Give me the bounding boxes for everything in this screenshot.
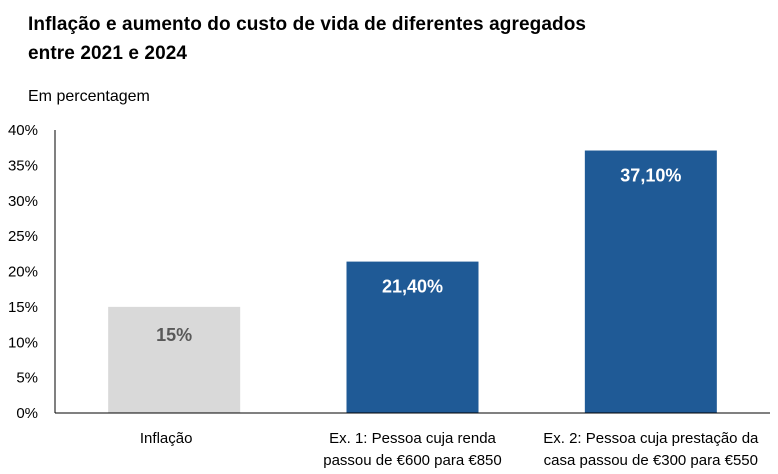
y-tick-label: 0% xyxy=(16,405,38,422)
x-category-label: Ex. 1: Pessoa cuja renda xyxy=(329,430,496,447)
chart-title-line-2: entre 2021 e 2024 xyxy=(28,43,188,64)
y-tick-label: 30% xyxy=(8,193,38,210)
x-category-label: passou de €600 para €850 xyxy=(323,452,501,469)
chart-subtitle: Em percentagem xyxy=(28,88,150,105)
data-label: 15% xyxy=(156,325,192,345)
y-tick-label: 25% xyxy=(8,228,38,245)
y-tick-label: 35% xyxy=(8,157,38,174)
x-category-label: casa passou de €300 para €550 xyxy=(544,452,758,469)
bar xyxy=(108,306,241,413)
chart-title: Inflação e aumento do custo de vida de d… xyxy=(28,10,586,68)
x-category-label: Inflação xyxy=(140,430,193,447)
y-tick-label: 5% xyxy=(16,370,38,387)
chart-title-line-1: Inflação e aumento do custo de vida de d… xyxy=(28,14,587,35)
y-tick-label: 15% xyxy=(8,299,38,316)
bar xyxy=(346,261,479,413)
y-tick-label: 10% xyxy=(8,334,38,351)
y-tick-label: 20% xyxy=(8,264,38,281)
bar xyxy=(584,150,717,413)
data-label: 37,10% xyxy=(620,166,681,186)
y-tick-label: 40% xyxy=(8,122,38,139)
data-label: 21,40% xyxy=(382,277,443,297)
x-category-label: Ex. 2: Pessoa cuja prestação da xyxy=(543,430,759,447)
